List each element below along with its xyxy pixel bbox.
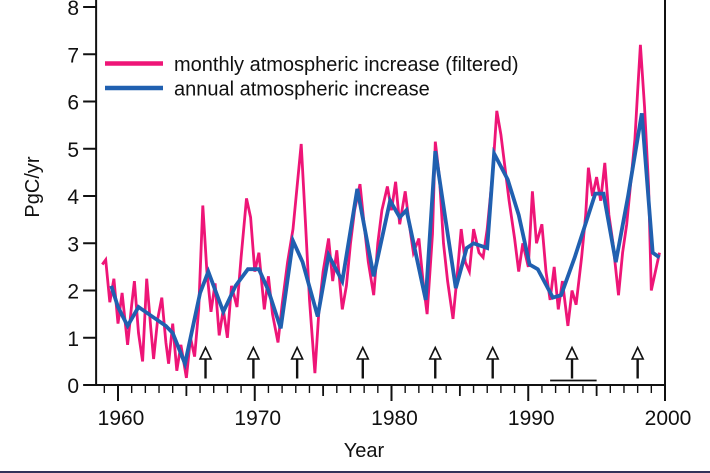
y-tick-label: 4: [67, 186, 79, 209]
x-tick-label: 2000: [645, 407, 692, 430]
y-tick-label: 8: [67, 0, 79, 20]
y-tick-label: 1: [67, 328, 79, 351]
y-tick-label: 3: [67, 233, 79, 256]
arrow-head: [356, 345, 370, 360]
y-tick-label: 0: [67, 375, 79, 398]
arrow-head: [198, 345, 213, 360]
el-nino-arrow: [565, 345, 579, 379]
arrow-head: [485, 345, 500, 360]
arrow-head: [290, 345, 304, 360]
arrow-head: [246, 345, 261, 360]
el-nino-markers: [198, 345, 645, 382]
legend-label-monthly: monthly atmospheric increase (filtered): [174, 54, 519, 76]
x-tick-label: 1970: [234, 407, 281, 430]
legend-label-annual: annual atmospheric increase: [174, 79, 430, 101]
figure-bottom-edge: [0, 471, 710, 473]
series-line-annual: [109, 112, 661, 371]
x-axis-title: Year: [344, 440, 385, 462]
el-nino-arrow: [485, 345, 500, 379]
el-nino-arrow: [198, 345, 213, 379]
legend: monthly atmospheric increase (filtered) a…: [105, 54, 519, 101]
el-nino-arrow: [290, 345, 304, 379]
y-tick-label: 7: [67, 44, 79, 67]
x-tick-label: 1990: [508, 407, 555, 430]
y-tick-label: 6: [67, 92, 79, 115]
el-nino-arrow: [356, 345, 370, 379]
axes-group: 0 1 2 3 4 5 6 7 8 1960 1970 1980 1990 2000 Year PgC/yr: [22, 0, 691, 462]
el-nino-arrow: [428, 345, 443, 379]
y-tick-label: 5: [67, 139, 79, 162]
series-group: [101, 44, 661, 379]
el-nino-arrow: [246, 345, 261, 379]
y-axis-title: PgC/yr: [22, 156, 44, 217]
x-tick-label: 1960: [98, 407, 145, 430]
y-tick-label: 2: [67, 281, 79, 304]
arrow-head: [565, 345, 579, 360]
arrow-head: [428, 345, 443, 360]
el-nino-arrow: [630, 345, 645, 379]
x-tick-label: 1980: [371, 407, 418, 430]
arrow-head: [630, 345, 645, 360]
